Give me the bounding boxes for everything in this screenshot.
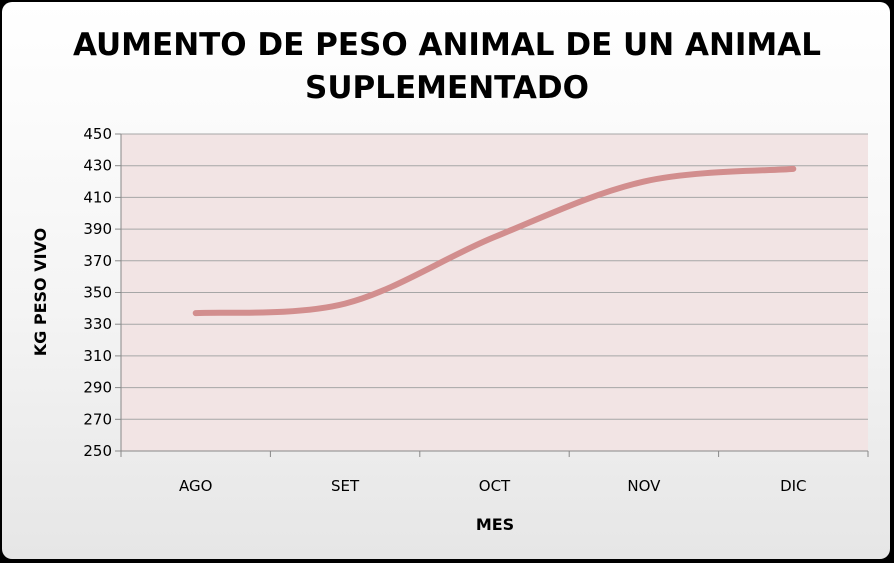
y-tick-label: 270 (83, 410, 112, 428)
x-tick-label: DIC (780, 477, 806, 495)
data-point (195, 313, 196, 314)
y-tick-label: 250 (83, 442, 112, 460)
data-point (643, 181, 644, 182)
y-tick-label: 430 (83, 157, 112, 175)
x-axis-ticks: AGO SET OCT NOV DIC (179, 477, 807, 495)
gridlines (115, 133, 869, 457)
y-tick-label: 410 (83, 188, 112, 206)
series-line (192, 165, 797, 317)
data-point (345, 303, 346, 304)
y-tick-label: 350 (83, 284, 112, 302)
y-tick-label: 390 (83, 220, 112, 238)
x-tick-label: NOV (627, 477, 661, 495)
y-tick-label: 290 (83, 379, 112, 397)
y-tick-label: 330 (83, 315, 112, 333)
data-point (494, 237, 495, 238)
chart-title-line-1: AUMENTO DE PESO ANIMAL DE UN ANIMAL (73, 27, 821, 63)
y-axis-label: KG PESO VIVO (31, 228, 50, 357)
y-tick-label: 310 (83, 347, 112, 365)
x-tick-label: AGO (179, 477, 212, 495)
y-tick-label: 450 (83, 125, 112, 143)
chart-title-line-2: SUPLEMENTADO (305, 70, 589, 106)
x-tick-label: SET (331, 477, 360, 495)
x-tick-label: OCT (479, 477, 511, 495)
series-layer (192, 165, 797, 317)
y-axis-ticks: 450 430 410 390 370 350 330 310 290 270 250 (83, 125, 112, 460)
data-point (793, 168, 794, 169)
y-tick-label: 370 (83, 252, 112, 270)
x-axis-label: MES (476, 515, 514, 534)
